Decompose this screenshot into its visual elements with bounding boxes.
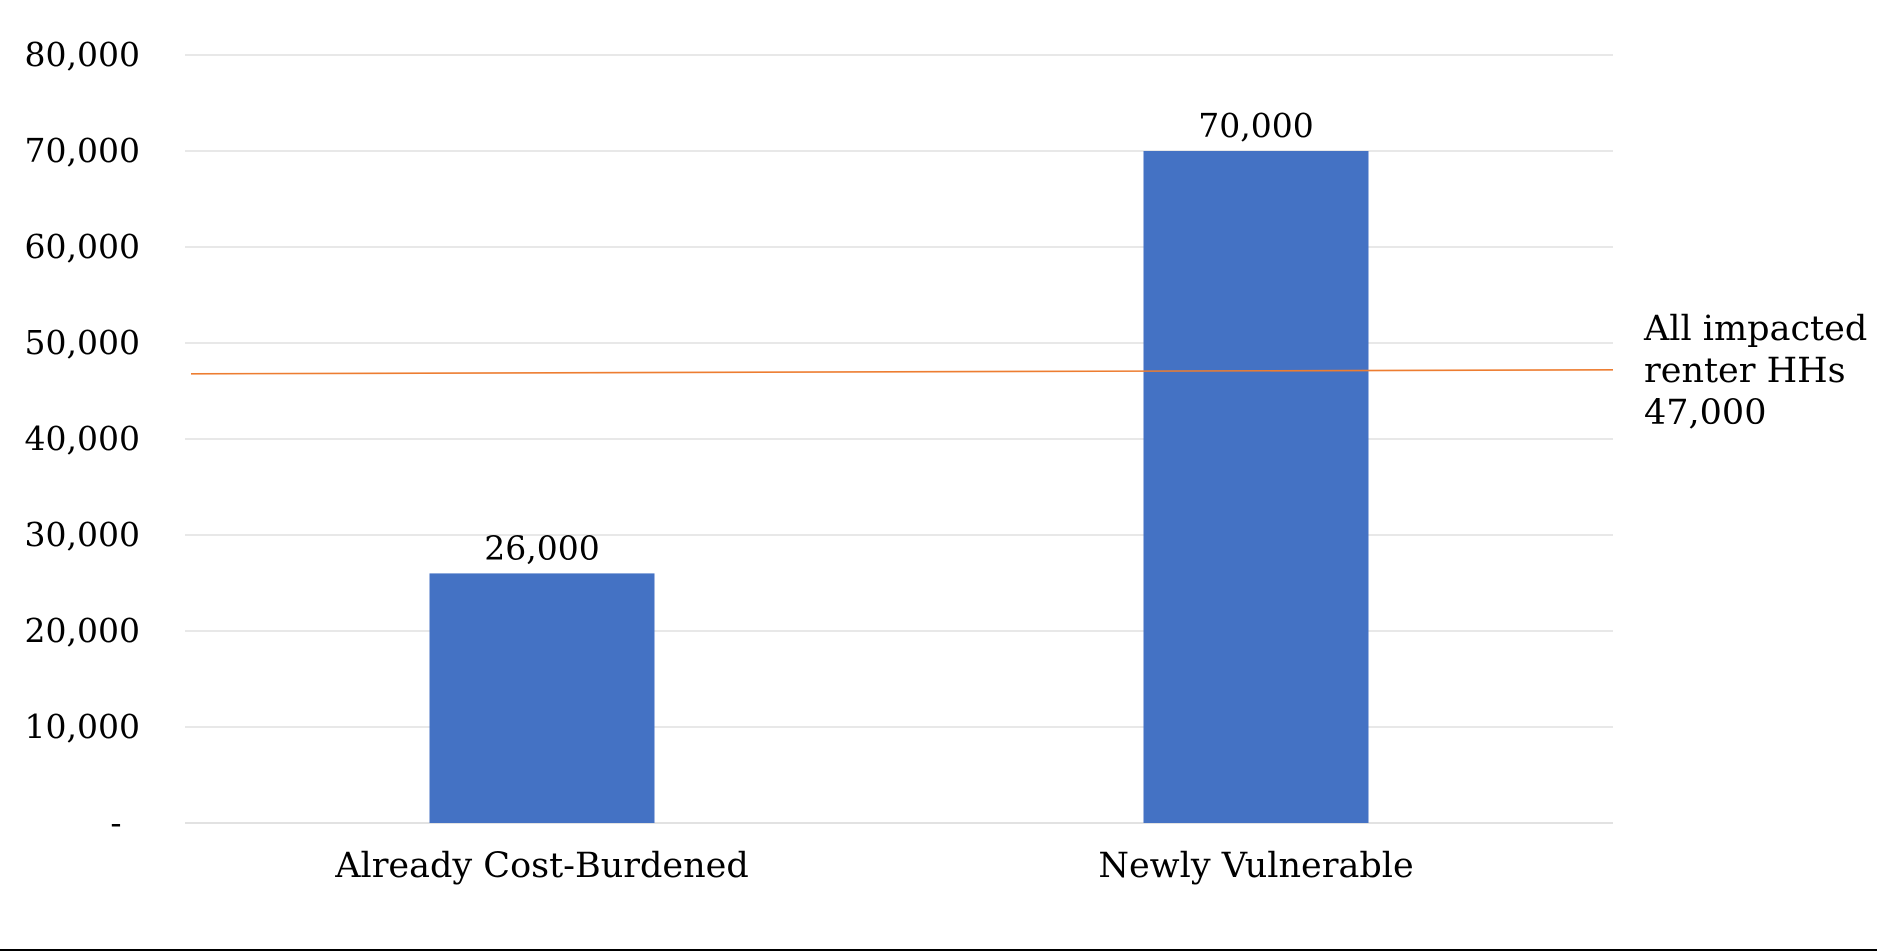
y-tick-label: 80,000 xyxy=(25,35,140,74)
gridlines xyxy=(185,54,1613,824)
y-tick-label: 20,000 xyxy=(25,611,140,650)
reference-line-label: renter HHs xyxy=(1644,351,1846,391)
reference-line xyxy=(190,368,1614,375)
reference-line-label: All impacted xyxy=(1643,309,1867,349)
y-tick-label: 70,000 xyxy=(25,131,140,170)
data-labels: 26,000 70,000 xyxy=(484,106,1313,567)
y-tick-label: - xyxy=(110,803,121,842)
y-tick-label: 10,000 xyxy=(25,707,140,746)
bar-value-label: 70,000 xyxy=(1198,106,1313,145)
bars xyxy=(429,151,1369,823)
bar xyxy=(429,573,655,823)
bar xyxy=(1143,151,1369,823)
x-axis-categories: Already Cost-Burdened Newly Vulnerable xyxy=(334,846,1413,886)
y-tick-label: 30,000 xyxy=(25,515,140,554)
x-category-label: Already Cost-Burdened xyxy=(334,846,749,886)
x-category-label: Newly Vulnerable xyxy=(1098,846,1413,886)
y-tick-label: 50,000 xyxy=(25,323,140,362)
y-axis-ticks: - 10,000 20,000 30,000 40,000 50,000 60,000 70,… xyxy=(25,35,140,842)
reference-line-label: 47,000 xyxy=(1644,393,1766,433)
y-tick-label: 40,000 xyxy=(25,419,140,458)
y-tick-label: 60,000 xyxy=(25,227,140,266)
bar-value-label: 26,000 xyxy=(484,528,599,567)
